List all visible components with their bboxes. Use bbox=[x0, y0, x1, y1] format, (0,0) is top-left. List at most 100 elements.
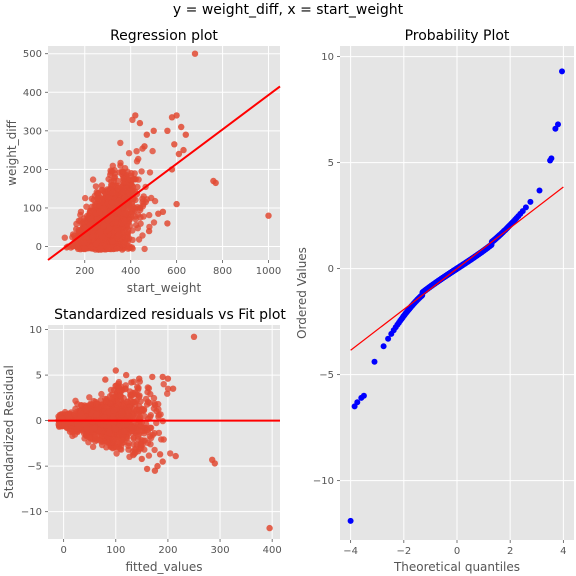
residual-point bbox=[112, 425, 119, 433]
regression-point bbox=[150, 127, 157, 134]
probability-point bbox=[371, 358, 378, 365]
regression-point bbox=[164, 127, 171, 134]
residual-point bbox=[266, 524, 273, 532]
probability-y-tick-label: 5 bbox=[328, 158, 334, 169]
probability-x-tick-label: −4 bbox=[343, 546, 358, 557]
residual-point bbox=[123, 371, 130, 379]
probability-chart: Probability Plot −4 −2 0 2 4 −10 −5 0 5 10 Theor… bbox=[295, 28, 574, 574]
probability-point bbox=[555, 121, 561, 128]
residuals-y-tick-label: −10 bbox=[21, 507, 42, 518]
regression-point bbox=[120, 175, 127, 182]
residuals-x-tick-label: 200 bbox=[158, 545, 177, 556]
residual-point bbox=[143, 421, 150, 428]
residual-point bbox=[151, 467, 159, 474]
residual-point bbox=[164, 390, 171, 397]
regression-point bbox=[121, 217, 129, 225]
regression-point bbox=[141, 245, 148, 253]
residual-point bbox=[136, 375, 143, 382]
residual-point bbox=[77, 410, 84, 417]
residuals-y-tick-label: 10 bbox=[29, 325, 42, 336]
regression-y-tick-label: 200 bbox=[23, 165, 42, 176]
residual-point bbox=[155, 413, 162, 420]
regression-point bbox=[81, 240, 88, 247]
residual-point bbox=[128, 424, 135, 431]
residual-point bbox=[167, 450, 174, 457]
residual-point bbox=[145, 452, 153, 459]
residual-point bbox=[151, 446, 158, 454]
residual-point bbox=[85, 439, 92, 446]
regression-point bbox=[128, 182, 135, 189]
regression-point bbox=[133, 148, 140, 155]
regression-point bbox=[112, 219, 119, 226]
probability-point bbox=[548, 155, 555, 162]
residual-point bbox=[106, 429, 113, 436]
regression-point bbox=[168, 114, 176, 121]
regression-point bbox=[61, 234, 68, 241]
probability-point bbox=[380, 343, 387, 350]
regression-point bbox=[136, 119, 144, 127]
residuals-y-ticks: −10 −5 0 5 10 bbox=[21, 325, 48, 518]
regression-point bbox=[117, 139, 124, 147]
regression-point bbox=[74, 245, 82, 253]
residual-point bbox=[86, 402, 94, 409]
residual-point bbox=[130, 414, 137, 422]
regression-point bbox=[131, 170, 138, 177]
regression-y-tick-label: 100 bbox=[23, 203, 42, 214]
probability-point bbox=[522, 204, 529, 211]
probability-x-tick-label: 4 bbox=[560, 546, 566, 557]
residual-point bbox=[105, 418, 112, 425]
residual-point bbox=[116, 438, 123, 445]
suptitle: y = weight_diff, x = start_weight bbox=[173, 2, 404, 18]
regression-point bbox=[120, 168, 127, 176]
regression-point bbox=[122, 234, 129, 242]
regression-point bbox=[105, 225, 113, 232]
regression-point bbox=[105, 217, 112, 224]
regression-x-ticks: 200 400 600 800 1000 bbox=[75, 260, 281, 277]
residual-point bbox=[160, 381, 167, 388]
regression-point bbox=[98, 197, 106, 204]
regression-point bbox=[178, 123, 185, 131]
probability-point bbox=[559, 68, 565, 75]
residual-point bbox=[89, 443, 97, 450]
residual-point bbox=[128, 398, 136, 406]
regression-point bbox=[150, 219, 158, 226]
residual-point bbox=[118, 446, 125, 453]
residual-point bbox=[74, 400, 81, 408]
residual-point bbox=[164, 385, 172, 392]
residual-point bbox=[124, 407, 132, 414]
residual-point bbox=[144, 384, 151, 391]
probability-x-tick-label: 2 bbox=[507, 546, 513, 557]
residual-point bbox=[132, 389, 139, 396]
regression-point bbox=[125, 150, 133, 157]
residual-point bbox=[147, 434, 155, 442]
residual-point bbox=[118, 407, 125, 414]
residual-point bbox=[72, 405, 79, 413]
regression-point bbox=[86, 215, 94, 222]
regression-point bbox=[129, 176, 136, 184]
regression-y-label: weight_diff bbox=[5, 119, 19, 185]
regression-point bbox=[100, 222, 107, 229]
residual-point bbox=[83, 425, 90, 432]
regression-point bbox=[134, 183, 141, 191]
residual-point bbox=[118, 402, 126, 409]
regression-point bbox=[149, 147, 156, 155]
regression-point bbox=[191, 50, 199, 57]
residual-point bbox=[125, 442, 132, 449]
residual-point bbox=[110, 407, 118, 414]
regression-point bbox=[121, 194, 129, 202]
regression-point bbox=[92, 183, 100, 190]
residual-point bbox=[144, 439, 152, 447]
regression-y-tick-label: 0 bbox=[36, 242, 42, 253]
residual-point bbox=[93, 411, 100, 418]
residuals-y-tick-label: 5 bbox=[36, 371, 42, 382]
residual-point bbox=[142, 395, 150, 403]
regression-point bbox=[115, 231, 123, 238]
probability-point bbox=[385, 335, 392, 342]
regression-x-tick-label: 200 bbox=[75, 266, 94, 277]
residual-point bbox=[107, 400, 114, 407]
residual-point bbox=[91, 434, 98, 441]
regression-x-tick-label: 800 bbox=[213, 266, 232, 277]
regression-point bbox=[69, 243, 76, 250]
residual-point bbox=[101, 414, 108, 421]
residual-point bbox=[156, 451, 164, 458]
